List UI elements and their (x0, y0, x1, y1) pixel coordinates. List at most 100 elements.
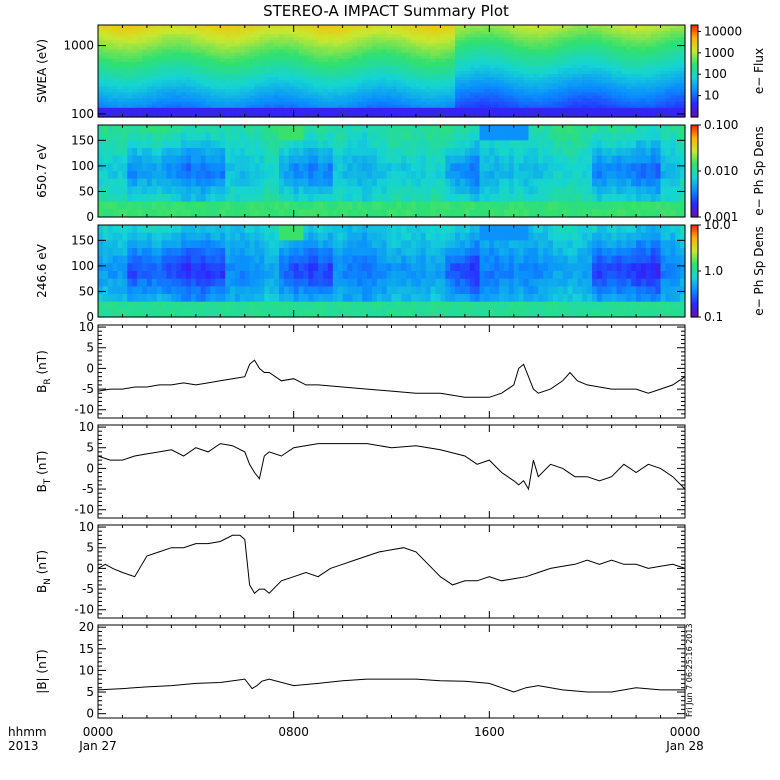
spectrogram-cell (205, 104, 212, 109)
spectrogram-cell (107, 209, 114, 218)
spectrogram-cell (548, 201, 554, 210)
spectrogram-cell (274, 86, 280, 90)
spectrogram-cell (122, 194, 128, 203)
spectrogram-cell (445, 104, 451, 109)
spectrogram-cell (562, 74, 569, 78)
spectrogram-cell (288, 80, 295, 84)
spectrogram-cell (440, 101, 446, 106)
spectrogram-cell (283, 186, 290, 195)
spectrogram-cell (225, 186, 231, 195)
spectrogram-cell (538, 74, 544, 78)
spectrogram-cell (440, 132, 446, 141)
spectrogram-cell (396, 209, 402, 218)
spectrogram-cell (406, 209, 412, 218)
spectrogram-cell (499, 155, 505, 164)
spectrogram-cell (151, 86, 158, 90)
spectrogram-cell (415, 140, 422, 149)
spectrogram-cell (102, 98, 109, 103)
spectrogram-cell (455, 31, 461, 35)
spectrogram-cell (640, 86, 647, 90)
spectrogram-cell (552, 43, 559, 48)
spectrogram-cell (543, 155, 549, 164)
spectrogram-cell (504, 98, 510, 103)
spectrogram-cell (117, 107, 124, 112)
spectrogram-cell (264, 43, 270, 48)
spectrogram-cell (327, 101, 334, 106)
spectrogram-cell (601, 64, 608, 69)
spectrogram-cell (518, 104, 525, 109)
spectrogram-cell (298, 40, 305, 44)
spectrogram-cell (278, 194, 285, 203)
spectrogram-cell (367, 113, 373, 118)
spectrogram-cell (415, 28, 422, 32)
spectrogram-cell (415, 64, 422, 69)
spectrogram-cell (132, 201, 138, 210)
spectrogram-cell (205, 77, 212, 81)
spectrogram-cell (112, 186, 119, 195)
spectrogram-cell (406, 201, 412, 210)
spectrogram-cell (391, 125, 397, 134)
spectrogram-cell (278, 25, 285, 29)
spectrogram-cell (401, 25, 407, 29)
spectrogram-cell (122, 86, 128, 90)
spectrogram-cell (186, 71, 192, 75)
spectrogram-cell (533, 61, 539, 66)
spectrogram-cell (430, 107, 437, 112)
spectrogram-cell (230, 89, 236, 94)
spectrogram-cell (190, 101, 197, 106)
spectrogram-cell (278, 77, 285, 81)
spectrogram-cell (606, 83, 613, 87)
spectrogram-cell (200, 61, 207, 66)
spectrogram-cell (631, 104, 637, 109)
spectrogram-cell (606, 101, 613, 106)
spectrogram-cell (117, 92, 124, 97)
spectrogram-cell (254, 125, 261, 134)
spectrogram-cell (244, 125, 251, 134)
spectrogram-cell (391, 113, 397, 118)
spectrogram-cell (626, 95, 632, 100)
spectrogram-cell (298, 201, 305, 210)
spectrogram-cell (494, 98, 500, 103)
spectrogram-cell (489, 71, 495, 75)
spectrogram-cell (98, 201, 104, 210)
spectrogram-cell (347, 28, 353, 32)
spectrogram-cell (391, 52, 397, 57)
spectrogram-cell (621, 86, 627, 90)
spectrogram-cell (489, 132, 495, 141)
spectrogram-cell (264, 52, 270, 57)
spectrogram-cell (386, 46, 393, 51)
spectrogram-cell (244, 86, 251, 90)
spectrogram-cell (680, 46, 686, 51)
spectrogram-cell (142, 148, 148, 157)
spectrogram-cell (278, 58, 285, 63)
spectrogram-cell (352, 95, 358, 100)
spectrogram-cell (543, 64, 549, 69)
spectrogram-cell (342, 43, 349, 48)
spectrogram-cell (249, 61, 256, 66)
spectrogram-cell (107, 101, 114, 106)
spectrogram-cell (425, 201, 432, 210)
spectrogram-cell (406, 31, 412, 35)
spectrogram-cell (411, 113, 417, 118)
spectrogram-cell (313, 140, 319, 149)
spectrogram-cell (146, 80, 153, 84)
spectrogram-cell (327, 92, 334, 97)
spectrogram-cell (303, 163, 309, 172)
spectrogram-cell (264, 58, 270, 63)
spectrogram-cell (278, 140, 285, 149)
spectrogram-cell (327, 28, 334, 32)
spectrogram-cell (406, 95, 412, 100)
spectrogram-cell (303, 34, 309, 38)
spectrogram-cell (186, 61, 192, 66)
spectrogram-cell (582, 194, 588, 203)
spectrogram-cell (533, 140, 539, 149)
spectrogram-cell (450, 61, 456, 66)
spectrogram-cell (440, 83, 446, 87)
spectrogram-cell (415, 92, 422, 97)
spectrogram-cell (357, 101, 363, 106)
spectrogram-cell (577, 31, 583, 35)
spectrogram-cell (411, 77, 417, 81)
spectrogram-cell (396, 40, 402, 44)
spectrogram-cell (195, 101, 202, 106)
spectrogram-cell (601, 104, 608, 109)
